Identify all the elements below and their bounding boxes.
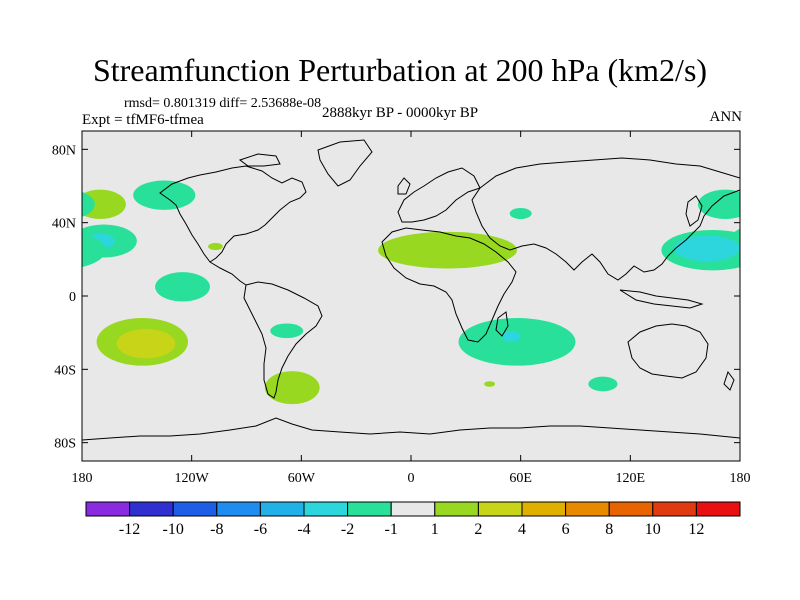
anomaly-nw-pacific-core <box>16 236 82 262</box>
anomaly-n-pacific-east <box>791 181 800 210</box>
y-tick-label: 0 <box>69 290 76 305</box>
anomaly-s-pacific-core <box>116 329 176 359</box>
colorbar-swatch <box>85 501 131 517</box>
anomaly-nw-pacific <box>82 233 106 268</box>
x-tick-label: 180 <box>730 471 751 486</box>
anomaly-ne-pacific-west-core <box>744 234 773 249</box>
y-tick-label: 80S <box>54 437 76 452</box>
y-tick-label: 80N <box>52 143 76 158</box>
anomaly-nw-pacific-core <box>674 235 740 262</box>
x-tick-label: 120E <box>616 471 646 486</box>
anomaly-s-america <box>264 371 320 405</box>
stats-text: rmsd= 0.801319 diff= 2.53688e-08 <box>124 96 322 111</box>
anomaly-ne-asia <box>82 191 95 217</box>
colorbar-label: 2 <box>474 521 482 538</box>
colorbar-label: -6 <box>254 521 267 538</box>
anomaly-s-indian-core <box>502 330 521 342</box>
colorbar-label: 12 <box>688 521 704 538</box>
anomaly-w-australia <box>588 376 618 392</box>
coast-japan <box>685 195 703 227</box>
colorbar-swatch <box>565 501 610 517</box>
x-tick-label: 60W <box>288 471 316 486</box>
coast-antarctica <box>82 417 740 441</box>
anomaly-layer <box>16 180 800 405</box>
colorbar-swatch <box>347 501 392 517</box>
coast-north-america <box>159 165 307 263</box>
coast-arctic-islands <box>238 153 281 167</box>
axis-layer: 180 120W 60W 0 60E 120E 180 80N 40N 0 40S 80S <box>52 131 751 486</box>
colorbar-swatch <box>303 501 349 517</box>
coast-africa <box>381 227 517 343</box>
colorbar-swatch <box>390 501 436 517</box>
coast-greenland <box>317 139 373 187</box>
coast-indonesia <box>619 289 704 309</box>
anomaly-s-pacific <box>755 318 800 366</box>
colorbar-label: 6 <box>562 521 570 538</box>
colorbar-swatch <box>521 501 567 517</box>
anomaly-caspian <box>509 208 532 219</box>
chart-title: Streamfunction Perturbation at 200 hPa (… <box>92 52 708 88</box>
anomaly-sahara <box>378 231 518 269</box>
time-range-label: 2888kyr BP - 0000kyr BP <box>322 105 479 121</box>
colorbar-swatch <box>434 501 479 517</box>
coast-south-america <box>243 281 323 399</box>
colorbar-swatch <box>129 501 174 517</box>
x-tick-label: 0 <box>408 471 415 486</box>
colorbar-swatch <box>652 501 697 517</box>
coast-europe <box>397 167 481 223</box>
colorbar-swatch <box>216 501 261 517</box>
coast-new-zealand <box>723 370 735 391</box>
colorbar-label: 8 <box>605 521 613 538</box>
season-label: ANN <box>709 109 743 125</box>
anomaly-n-pacific-east <box>133 180 196 210</box>
anomaly-n-pacific-west <box>82 189 126 219</box>
colorbar-label: -12 <box>119 521 140 538</box>
coast-madagascar <box>495 311 509 337</box>
experiment-label: Expt = tfMF6-tfmea <box>82 112 204 128</box>
anomaly-se-pacific <box>270 323 304 339</box>
colorbar-swatch <box>172 501 218 517</box>
x-tick-label: 60E <box>509 471 532 486</box>
coast-central-america <box>209 261 247 286</box>
x-tick-label: 120W <box>175 471 210 486</box>
coast-australia <box>627 323 709 379</box>
x-tick-label: 180 <box>72 471 93 486</box>
y-tick-label: 40S <box>54 363 76 378</box>
colorbar-swatch <box>608 501 654 517</box>
anomaly-ne-asia <box>697 189 740 219</box>
colorbar-label: -4 <box>297 521 310 538</box>
coast-uk <box>397 177 411 195</box>
anomaly-s-pacific-core <box>775 329 800 358</box>
anomaly-c-pacific <box>155 272 210 302</box>
colorbar-label: 10 <box>645 521 661 538</box>
coast-asia <box>471 157 740 281</box>
anomaly-mexico-small <box>208 242 223 251</box>
coastline-layer <box>82 139 740 441</box>
colorbar-swatch <box>477 501 523 517</box>
colorbar-swatch <box>695 501 741 517</box>
colorbar-label: -8 <box>210 521 223 538</box>
y-tick-label: 40N <box>52 217 76 232</box>
colorbar-label: -2 <box>341 521 354 538</box>
colorbar: -12 -10 -8 -6 -4 -2 -1 1 2 4 6 8 10 12 <box>85 501 741 538</box>
colorbar-label: -1 <box>385 521 398 538</box>
colorbar-label: 1 <box>431 521 439 538</box>
colorbar-label: 4 <box>518 521 526 538</box>
colorbar-swatch <box>259 501 305 517</box>
anomaly-s-atlantic-dot <box>484 381 496 387</box>
colorbar-label: -10 <box>163 521 184 538</box>
